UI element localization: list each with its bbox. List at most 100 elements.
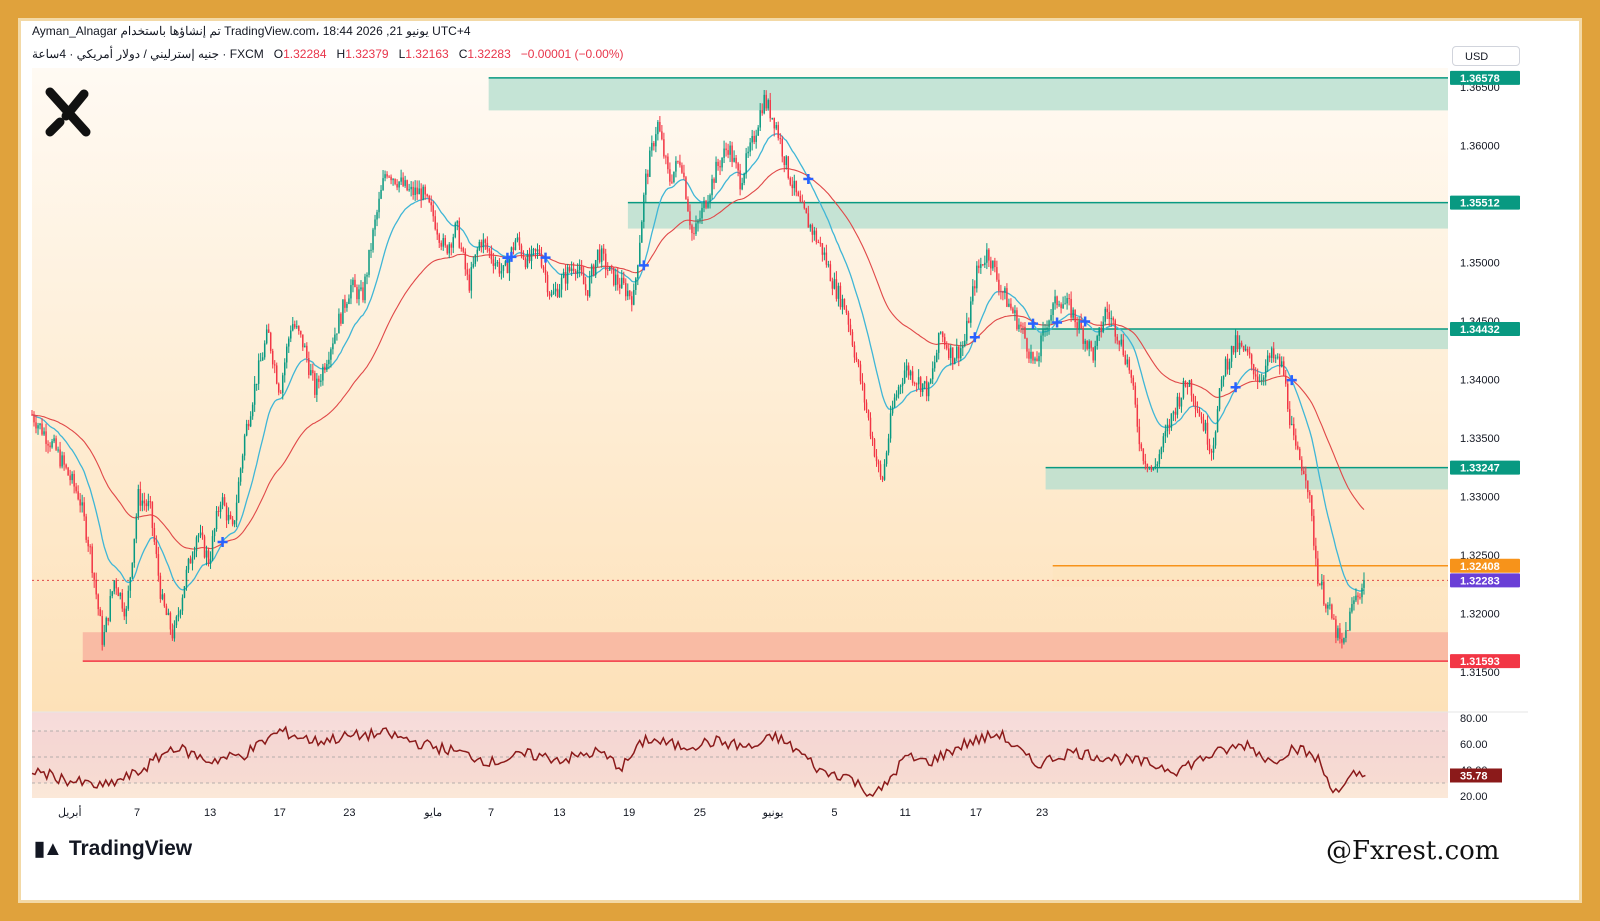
candle-body-258 — [548, 292, 551, 296]
candle-body-657 — [1349, 611, 1351, 631]
candle-body-508 — [1050, 315, 1052, 321]
time-tick-8: 19 — [623, 807, 635, 819]
candle-body-411 — [855, 357, 858, 361]
candle-body-494 — [1022, 326, 1024, 328]
candle-body-326 — [685, 177, 687, 199]
candle-body-280 — [592, 265, 595, 276]
candle-body-298 — [629, 290, 631, 297]
candle-body-590 — [1214, 432, 1217, 446]
candle-body-592 — [1218, 388, 1221, 410]
candle-body-637 — [1309, 492, 1311, 496]
candle-body-238 — [508, 258, 511, 274]
candle-body-253 — [538, 249, 541, 255]
candle-body-415 — [863, 384, 866, 403]
candle-body-551 — [1136, 404, 1139, 427]
candle-body-150 — [332, 343, 334, 350]
candle-body-85 — [201, 532, 204, 537]
candle-body-57 — [145, 503, 148, 507]
candle-body-312 — [657, 122, 659, 135]
tradingview-logo-icon: ▮▲ — [34, 838, 63, 860]
candle-body-382 — [797, 192, 800, 196]
candle-body-485 — [1004, 288, 1006, 293]
candle-body-4 — [39, 423, 41, 426]
resistance-price-label-2-bg — [1450, 321, 1520, 336]
candle-body-192 — [416, 187, 418, 195]
candle-body-641 — [1317, 558, 1319, 584]
candle-body-365 — [763, 94, 765, 114]
candle-body-376 — [785, 156, 788, 166]
candle-body-195 — [422, 186, 424, 200]
resistance-zone-2 — [1020, 328, 1448, 350]
candle-body-175 — [382, 178, 384, 190]
candle-body-557 — [1148, 466, 1151, 469]
ma-cross-marker-2 — [506, 251, 517, 262]
candle-body-511 — [1056, 296, 1058, 306]
rsi-current-label: 35.78 — [1460, 770, 1488, 782]
candle-body-586 — [1206, 422, 1209, 445]
candle-body-392 — [817, 242, 820, 244]
candle-body-276 — [584, 284, 587, 291]
candle-body-462 — [958, 346, 960, 359]
candle-body-268 — [568, 267, 571, 271]
candle-body-329 — [691, 225, 693, 234]
candle-body-65 — [161, 594, 164, 599]
logo-mark-icon — [45, 87, 91, 137]
candle-body-357 — [747, 151, 749, 154]
price-axis[interactable]: 1.365001.360001.355001.350001.345001.340… — [1450, 70, 1520, 803]
candle-body-47 — [125, 608, 128, 617]
candle-body-171 — [374, 219, 376, 230]
time-tick-0: أبريل — [58, 805, 82, 819]
candle-body-433 — [899, 385, 902, 387]
candle-body-423 — [879, 464, 882, 477]
candle-body-67 — [165, 606, 168, 615]
candle-body-124 — [279, 392, 282, 394]
candle-body-48 — [127, 590, 130, 609]
candle-body-379 — [791, 184, 794, 189]
recent-zone-price-label: 1.32408 — [1460, 561, 1500, 573]
currency-button[interactable]: USD — [1452, 46, 1520, 66]
candle-body-173 — [378, 198, 380, 213]
candle-body-353 — [739, 170, 741, 190]
close-label: C — [458, 47, 468, 61]
candle-body-86 — [203, 536, 206, 558]
time-axis[interactable]: أبريل 7 13 17 23 مايو 7 13 19 25 يونيو 5 11 17 23 — [58, 805, 1048, 819]
candle-body-164 — [360, 287, 362, 290]
candle-body-389 — [811, 224, 814, 235]
candle-body-292 — [617, 274, 619, 285]
candle-body-646 — [1327, 604, 1329, 609]
time-tick-14: 23 — [1036, 807, 1048, 819]
open-value: 1.32284 — [283, 47, 327, 61]
candle-body-190 — [412, 186, 414, 196]
candle-body-5 — [41, 423, 43, 435]
candle-body-659 — [1353, 600, 1355, 605]
candle-body-107 — [245, 423, 248, 436]
candle-body-352 — [737, 163, 739, 171]
candle-body-138 — [308, 358, 310, 375]
candle-body-446 — [925, 381, 928, 397]
candle-body-599 — [1232, 346, 1235, 353]
time-tick-13: 17 — [970, 807, 982, 819]
candle-body-220 — [472, 263, 475, 268]
candle-body-331 — [695, 223, 697, 234]
candle-body-0 — [31, 414, 33, 416]
candle-body-303 — [639, 242, 641, 266]
candle-body-362 — [757, 127, 759, 136]
candle-body-484 — [1002, 291, 1004, 293]
candle-body-249 — [530, 249, 533, 262]
candle-body-404 — [841, 298, 844, 308]
candle-body-434 — [901, 382, 904, 386]
candle-body-296 — [625, 283, 627, 297]
candle-body-536 — [1106, 308, 1108, 313]
candle-body-15 — [61, 455, 63, 467]
candle-body-304 — [641, 221, 643, 243]
candle-body-437 — [907, 365, 910, 376]
candle-body-650 — [1335, 619, 1337, 638]
candle-body-516 — [1066, 298, 1068, 304]
candle-body-230 — [492, 259, 495, 266]
candle-body-132 — [296, 326, 298, 328]
support-price-label: 1.31593 — [1460, 656, 1500, 668]
candle-body-498 — [1030, 351, 1032, 359]
candle-body-130 — [292, 324, 294, 331]
candle-body-16 — [63, 455, 65, 465]
